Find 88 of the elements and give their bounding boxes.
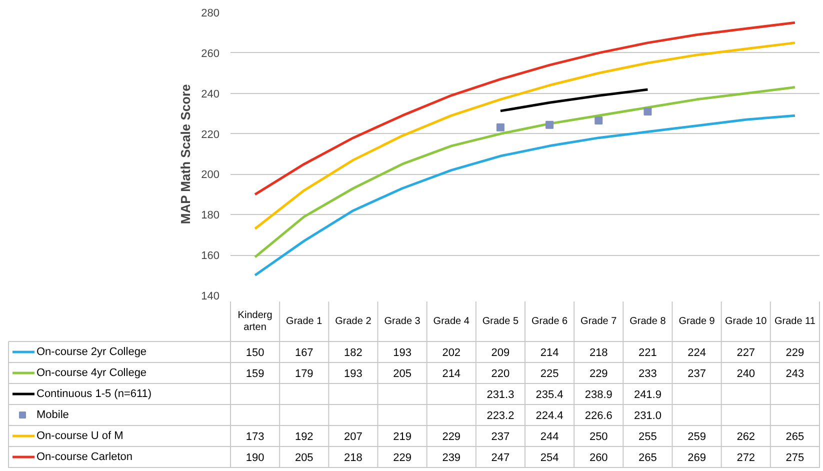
data-label: 218	[344, 452, 362, 464]
legend-label: On-course 2yr College	[36, 346, 147, 358]
y-tick-label: 200	[201, 169, 220, 182]
data-label: 225	[540, 368, 559, 380]
data-label: 262	[736, 431, 756, 443]
data-label: 240	[736, 368, 756, 380]
data-label: 205	[393, 368, 412, 380]
x-tick-label: Grade 5	[482, 316, 519, 327]
data-label: 241.9	[634, 389, 662, 401]
y-axis-title: MAP Math Scale Score	[178, 84, 194, 224]
data-label: 233	[638, 368, 657, 380]
data-label: 224	[688, 347, 706, 359]
legend-label: On-course Carleton	[36, 451, 132, 463]
data-label: 209	[491, 347, 510, 359]
data-label: 229	[589, 368, 608, 380]
x-tick-label: Grade 10	[725, 316, 768, 327]
y-tick-label: 280	[201, 8, 220, 20]
data-label: 244	[540, 431, 559, 443]
data-label: 269	[688, 452, 706, 464]
data-label: 167	[294, 347, 314, 359]
data-label: 265	[638, 452, 657, 464]
data-label: 205	[294, 452, 314, 464]
y-tick-label: 220	[201, 128, 220, 141]
data-label: 214	[442, 368, 461, 380]
data-label: 243	[786, 368, 804, 380]
data-label: 192	[294, 431, 314, 443]
y-tick-label: 240	[201, 88, 220, 100]
data-label: 254	[540, 452, 559, 464]
data-label: 179	[294, 368, 314, 380]
data-label: 182	[344, 347, 362, 359]
line-series	[254, 86, 796, 258]
line-series	[499, 88, 649, 112]
data-label: 202	[442, 347, 461, 359]
data-label: 238.9	[584, 389, 612, 401]
data-label: 221	[638, 347, 657, 359]
data-label: 237	[491, 431, 510, 443]
data-label: 224.4	[536, 410, 564, 422]
line-series	[254, 114, 796, 277]
data-label: 235.4	[536, 389, 564, 401]
x-tick-label: Grade 3	[384, 316, 421, 327]
y-tick-label: 160	[201, 250, 220, 262]
data-label: 247	[491, 452, 510, 464]
y-tick-label: 180	[201, 210, 220, 222]
legend-label: Mobile	[36, 409, 69, 421]
data-label: 193	[393, 347, 412, 359]
data-label: 255	[638, 431, 657, 443]
data-label: 220	[491, 368, 510, 380]
data-label: 231.0	[634, 410, 662, 422]
x-tick-label: Grade 2	[335, 316, 372, 327]
data-label: 227	[736, 347, 756, 359]
data-label: 159	[246, 368, 264, 380]
data-label: 229	[786, 347, 804, 359]
x-tick-label: Grade 4	[433, 316, 470, 327]
legend-label: Continuous 1-5 (n=611)	[36, 388, 152, 400]
data-label: 173	[246, 431, 264, 443]
data-label: 226.6	[584, 410, 612, 422]
data-label: 239	[442, 452, 461, 464]
x-tick-label: Grade 9	[678, 316, 716, 327]
x-tick-label: Grade 11	[774, 316, 816, 327]
data-label: 259	[688, 431, 706, 443]
line-series	[254, 42, 796, 230]
x-tick-label: Kindergarten	[238, 310, 272, 334]
x-tick-label: Grade 6	[531, 316, 568, 327]
y-tick-label: 140	[201, 290, 220, 302]
x-tick-label: Grade 1	[286, 316, 323, 327]
data-label: 231.3	[486, 389, 514, 401]
legend-label: On-course U of M	[36, 430, 124, 442]
data-label: 275	[786, 452, 804, 464]
data-label: 218	[589, 347, 608, 359]
x-tick-label: Grade 8	[630, 316, 666, 327]
data-label: 190	[246, 452, 264, 464]
data-label: 150	[246, 347, 264, 359]
data-label: 229	[393, 452, 412, 464]
x-tick-label: Grade 7	[580, 316, 618, 327]
y-tick-label: 260	[201, 48, 220, 60]
data-label: 193	[344, 368, 362, 380]
data-label: 260	[589, 452, 608, 464]
data-label: 207	[344, 431, 362, 443]
data-label: 265	[786, 431, 804, 443]
data-label: 219	[393, 431, 412, 443]
data-label: 237	[688, 368, 706, 380]
data-label: 223.2	[486, 410, 514, 422]
data-label: 250	[589, 431, 608, 443]
line-series	[254, 21, 796, 196]
data-label: 272	[736, 452, 756, 464]
legend-label: On-course 4yr College	[36, 367, 147, 379]
data-label: 229	[442, 431, 461, 443]
data-label: 214	[540, 347, 559, 359]
